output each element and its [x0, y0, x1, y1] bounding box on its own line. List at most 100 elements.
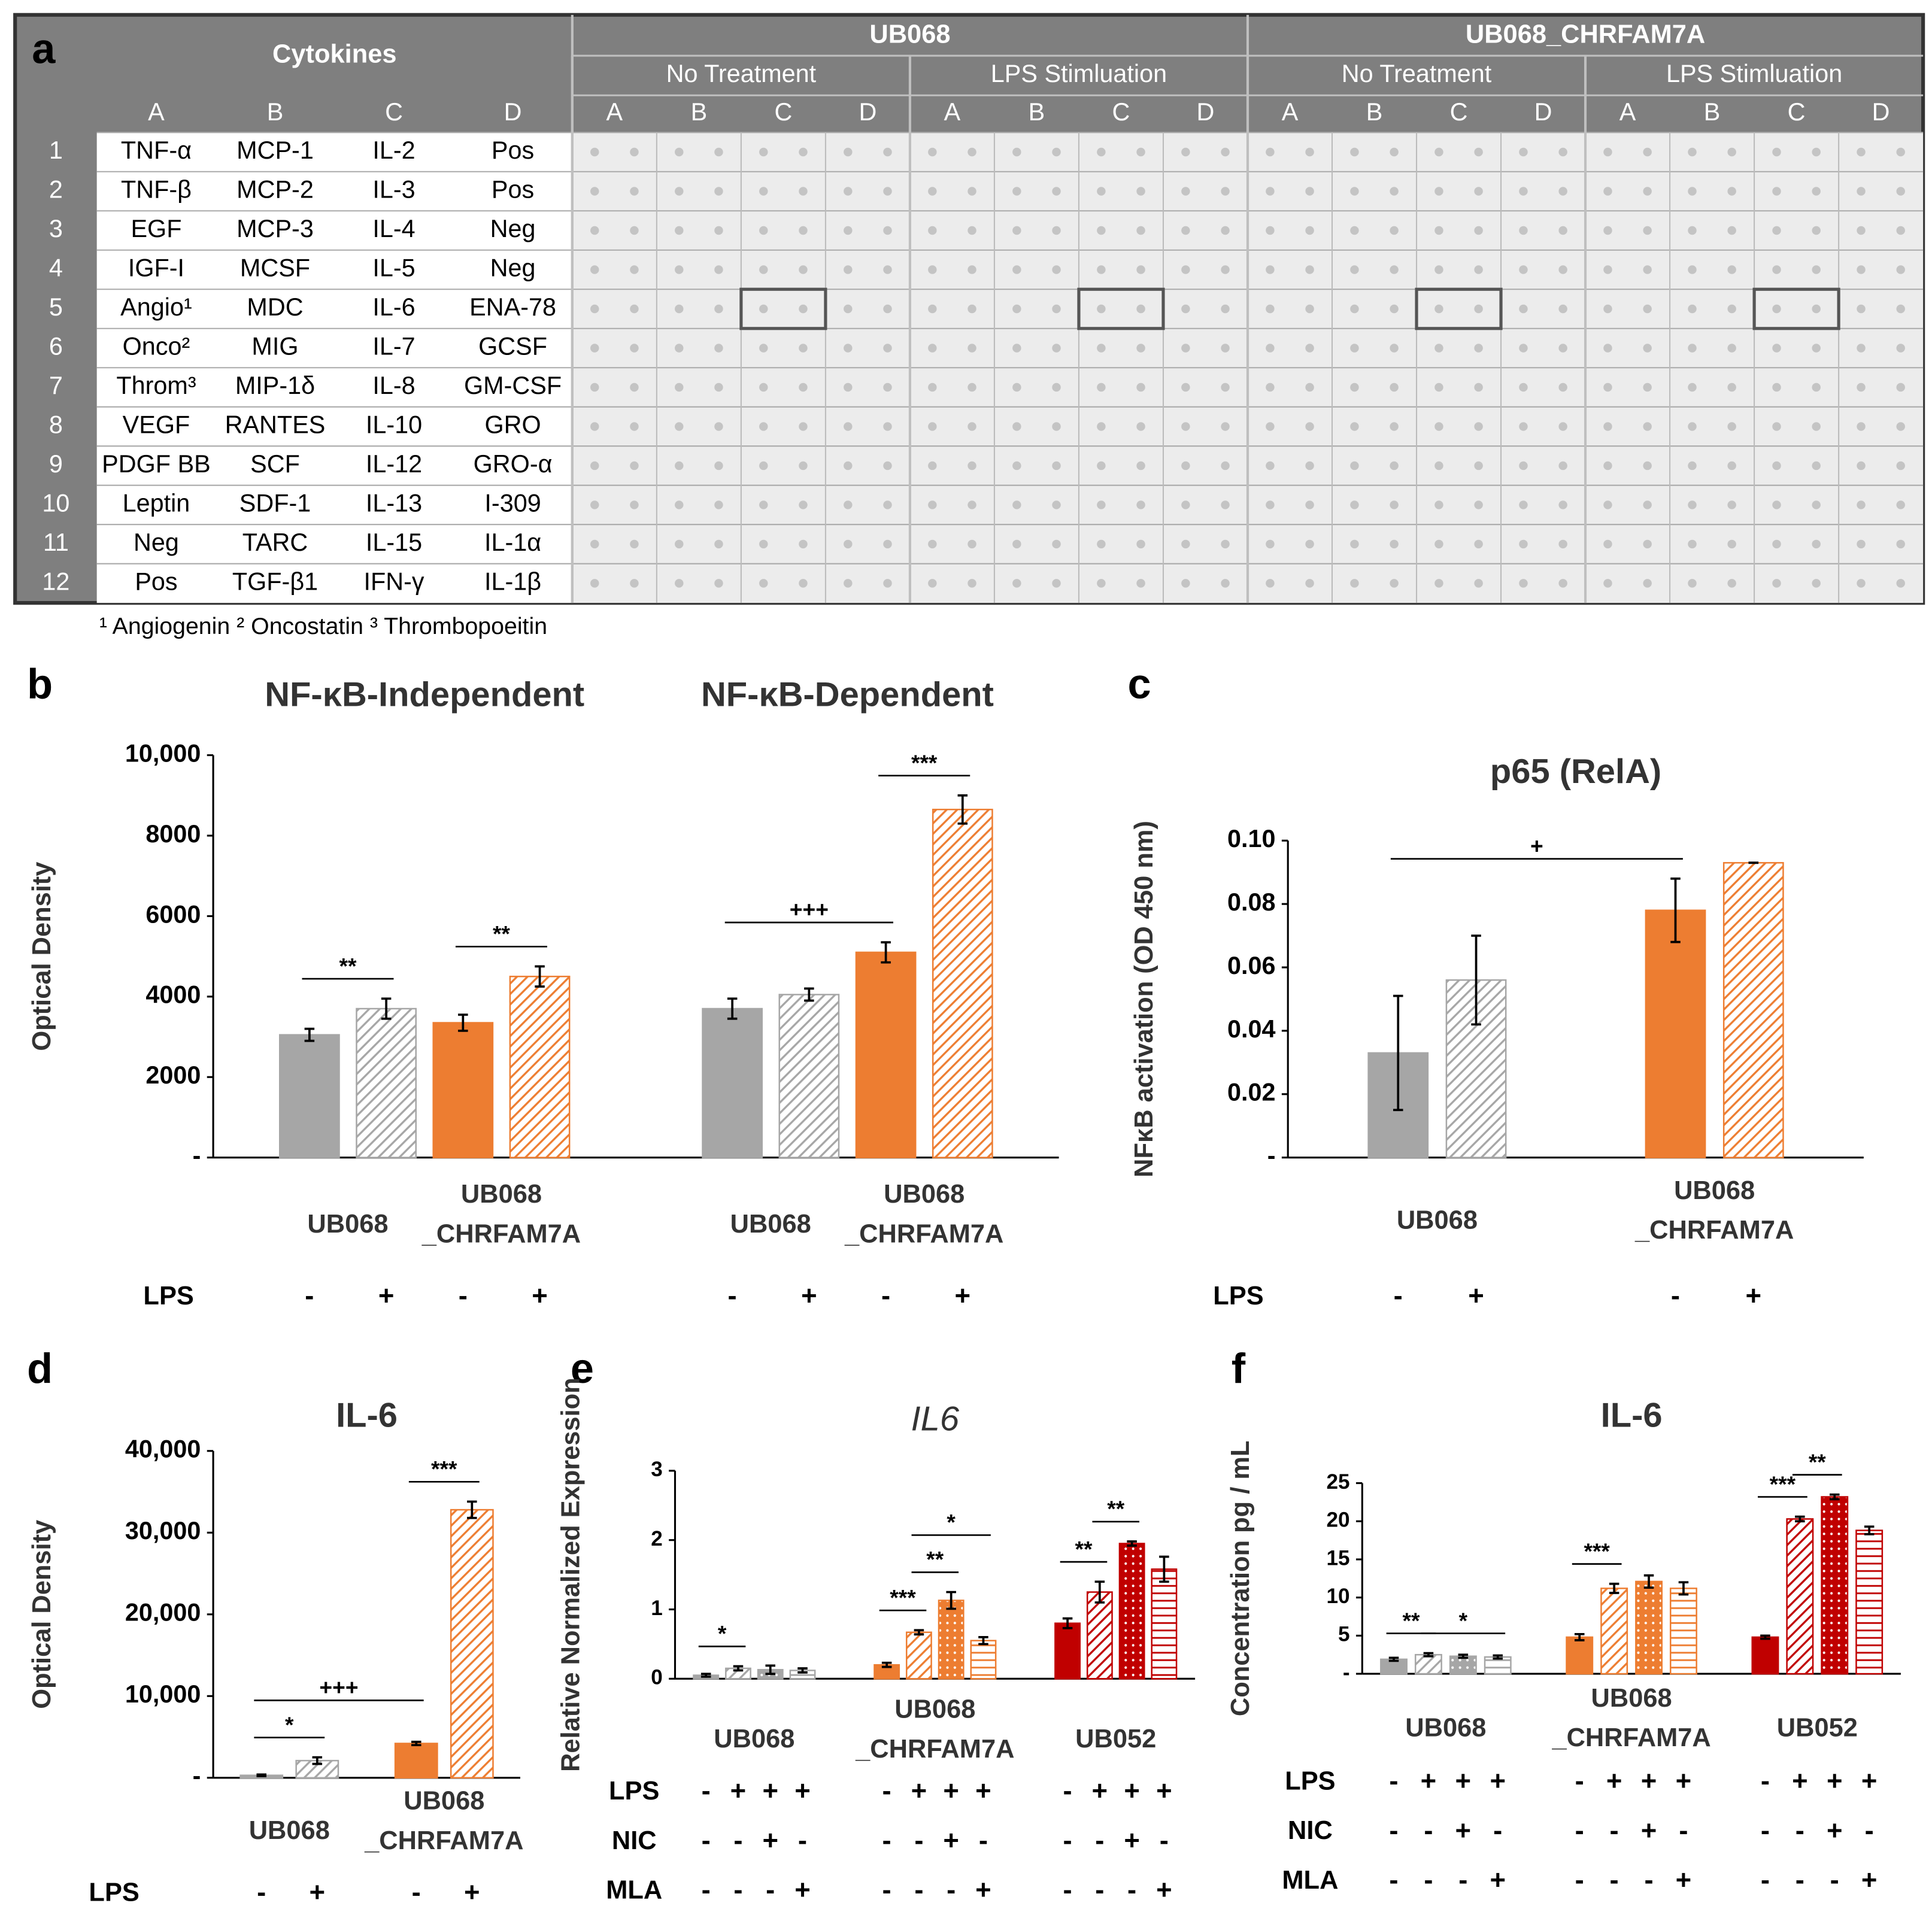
spot [1097, 500, 1106, 509]
spot [1181, 422, 1190, 431]
y-tick-label: 10 [1327, 1585, 1350, 1608]
spot [1519, 422, 1528, 431]
spot [1727, 461, 1736, 471]
spot [1688, 461, 1697, 471]
spot [1643, 147, 1652, 157]
spot [1434, 147, 1443, 157]
spot [967, 422, 976, 431]
group-label: _CHRFAM7A [855, 1735, 1014, 1764]
significance-label: ** [1107, 1496, 1124, 1521]
row-label: - [1865, 1815, 1874, 1846]
spot [1772, 579, 1781, 588]
spot [1181, 344, 1190, 353]
y-tick-label: 40,000 [125, 1435, 201, 1463]
bar [855, 951, 917, 1158]
cytokine-name: Pos [492, 136, 534, 164]
row-label: + [1468, 1280, 1484, 1310]
y-axis-label: Optical Density [28, 1520, 56, 1709]
bar [702, 1007, 763, 1158]
spot [1136, 265, 1145, 274]
cytokine-name: IL-5 [372, 254, 415, 281]
cytokine-name: MIP-1δ [235, 372, 315, 399]
column-letter: A [606, 98, 623, 126]
spot [844, 383, 853, 392]
row-label: - [882, 1825, 891, 1855]
spot [1643, 500, 1652, 509]
row-label: + [1676, 1765, 1692, 1796]
row-label: - [702, 1874, 711, 1905]
spot [1052, 461, 1061, 471]
spot [1305, 500, 1314, 509]
spot [1221, 187, 1230, 196]
row-label: - [412, 1877, 421, 1907]
spot [883, 461, 892, 471]
spot [1688, 265, 1697, 274]
column-letter: C [774, 98, 792, 126]
y-tick-label: 25 [1327, 1470, 1350, 1494]
row-label: - [257, 1877, 266, 1907]
spot [1812, 265, 1821, 274]
spot [1221, 579, 1230, 588]
spot [1896, 500, 1905, 509]
cytokine-name: IL-7 [372, 332, 415, 360]
row-label: + [1490, 1865, 1506, 1895]
spot [1857, 422, 1866, 431]
bar [1855, 1529, 1884, 1675]
spot [714, 539, 723, 549]
spot [1519, 187, 1528, 196]
chart-title: IL-6 [1601, 1396, 1663, 1434]
spot [714, 344, 723, 353]
spot [1181, 265, 1190, 274]
spot [1305, 226, 1314, 235]
y-axis-label: Relative Normalized Expression [556, 1377, 585, 1772]
spot [1643, 383, 1652, 392]
group-header: UB068 [869, 20, 950, 48]
row-number: 8 [49, 411, 63, 438]
y-tick-label: 8000 [145, 820, 201, 848]
spot [1305, 383, 1314, 392]
y-tick-label: 5 [1338, 1623, 1350, 1646]
spot [844, 265, 853, 274]
row-label: - [1458, 1865, 1467, 1895]
spot [1812, 422, 1821, 431]
row-label: - [459, 1280, 468, 1310]
row-label: - [1063, 1776, 1072, 1806]
spot [1643, 539, 1652, 549]
spot [590, 461, 599, 471]
spot [590, 226, 599, 235]
spot [1434, 265, 1443, 274]
cytokine-name: Neg [490, 254, 536, 281]
spot [1812, 500, 1821, 509]
row-label: - [1160, 1825, 1169, 1855]
row-label: + [762, 1825, 778, 1855]
spot [1012, 344, 1021, 353]
spot [675, 187, 684, 196]
spot [1136, 226, 1145, 235]
spot [1603, 579, 1612, 588]
spot [1519, 500, 1528, 509]
cytokine-name: IFN-γ [364, 567, 424, 595]
y-tick-label: 1 [651, 1597, 663, 1620]
column-letter: B [267, 98, 284, 126]
row-label: - [733, 1874, 742, 1905]
spot [1896, 344, 1905, 353]
column-letter: D [1872, 98, 1890, 126]
y-tick-label: 10,000 [125, 739, 201, 767]
group-label: _CHRFAM7A [1634, 1216, 1794, 1245]
cytokine-name: SDF-1 [239, 489, 311, 517]
chart-title: NF-κB-Dependent [701, 676, 994, 714]
spot [1136, 500, 1145, 509]
spot [1688, 147, 1697, 157]
row-name: NIC [612, 1826, 657, 1855]
spot [883, 304, 892, 314]
row-label: + [794, 1874, 811, 1905]
bar [1054, 1622, 1081, 1680]
spot [1688, 226, 1697, 235]
spot [1221, 304, 1230, 314]
row-label: - [979, 1825, 988, 1855]
cytokine-name: MCSF [240, 254, 310, 281]
spot [1519, 147, 1528, 157]
spot [1812, 344, 1821, 353]
spot [630, 539, 639, 549]
spot [1390, 187, 1399, 196]
